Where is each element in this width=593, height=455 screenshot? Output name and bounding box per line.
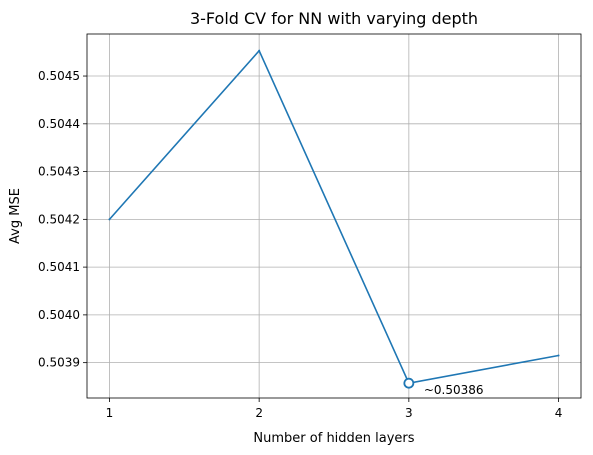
x-tick-label: 2 — [255, 406, 263, 420]
y-axis-label: Avg MSE — [8, 188, 23, 244]
data-point — [258, 49, 261, 52]
y-tick-label: 0.5042 — [38, 212, 80, 226]
chart-title: 3-Fold CV for NN with varying depth — [190, 9, 478, 28]
min-marker — [403, 377, 415, 389]
y-tick-label: 0.5041 — [38, 260, 80, 274]
x-tick-label: 1 — [106, 406, 114, 420]
x-tick-label: 4 — [555, 406, 563, 420]
plot-frame — [86, 33, 582, 399]
y-tick-label: 0.5043 — [38, 165, 80, 179]
series: ~0.50386 — [108, 49, 560, 397]
x-axis-label: Number of hidden layers — [253, 431, 414, 446]
grid — [87, 34, 581, 398]
series-line — [108, 49, 559, 385]
y-tick-label: 0.5045 — [38, 69, 80, 83]
y-tick-label: 0.5039 — [38, 356, 80, 370]
min-annotation: ~0.50386 — [424, 383, 484, 397]
y-tick-label: 0.5040 — [38, 308, 80, 322]
x-axis: 1 2 3 4 — [106, 398, 563, 420]
x-tick-label: 3 — [405, 406, 413, 420]
y-axis: 0.5039 0.5040 0.5041 0.5042 0.5043 0.5044 0.50… — [38, 69, 87, 370]
data-point — [108, 218, 111, 221]
y-tick-label: 0.5044 — [38, 117, 80, 131]
data-point — [557, 354, 560, 357]
